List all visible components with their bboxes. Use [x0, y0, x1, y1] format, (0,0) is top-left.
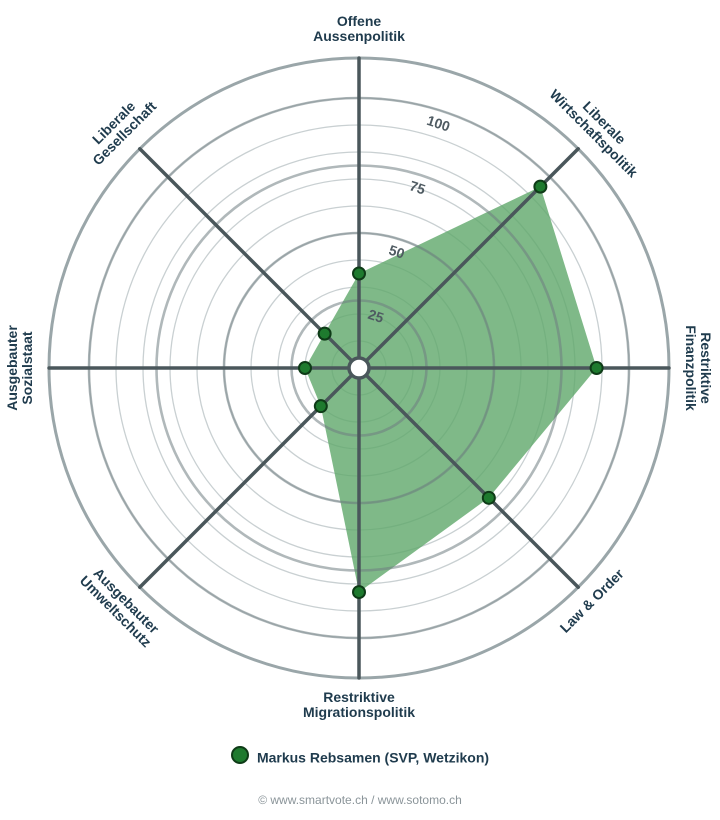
spoke-layer — [47, 56, 671, 680]
axis-label-line: Ausgebauter — [4, 325, 20, 411]
series-area — [305, 186, 597, 593]
axis-label-line: Finanzpolitik — [683, 325, 699, 411]
tick-label: 75 — [408, 177, 428, 197]
axis-label-line: Migrationspolitik — [303, 704, 415, 720]
axis-label-line: Aussenpolitik — [313, 28, 405, 44]
radar-chart: 255075100OffeneAussenpolitikLiberaleWirt… — [4, 13, 714, 720]
tick-label: 25 — [366, 306, 386, 326]
data-point — [317, 326, 332, 341]
tick-label: 50 — [387, 242, 407, 262]
footer-credits: © www.smartvote.ch / www.sotomo.ch — [258, 793, 462, 807]
center-hub — [347, 356, 371, 380]
axis-label: Ausgebauter Sozialstaat — [4, 325, 35, 411]
data-point — [481, 490, 496, 505]
data-point — [313, 399, 328, 414]
axis-label-line: Restriktive — [698, 332, 714, 404]
axis-label-line: Restriktive — [323, 689, 395, 705]
legend-label: Markus Rebsamen (SVP, Wetzikon) — [256, 749, 490, 766]
axis-label-line: Offene — [337, 13, 382, 29]
data-point — [589, 361, 604, 375]
axis-spoke — [138, 147, 354, 363]
legend: Markus Rebsamen (SVP, Wetzikon) — [0, 746, 720, 766]
legend-marker — [230, 746, 249, 765]
data-point — [352, 585, 366, 600]
point-layer — [298, 179, 604, 600]
tick-label: 100 — [425, 112, 452, 135]
axis-spoke — [364, 373, 580, 589]
axis-label-line: Sozialstaat — [19, 331, 35, 404]
data-point — [352, 266, 366, 281]
data-point — [298, 361, 312, 375]
data-point — [533, 179, 548, 194]
